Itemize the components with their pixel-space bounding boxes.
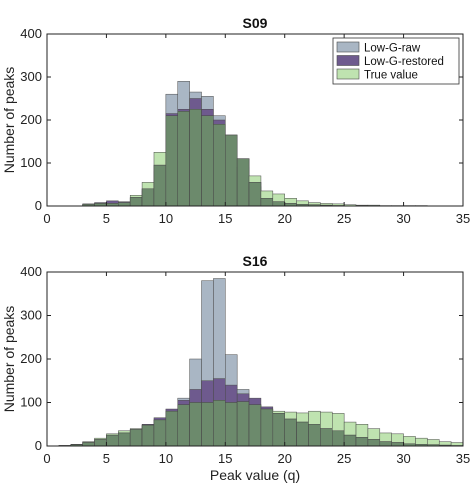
legend-swatch (336, 68, 360, 80)
x-tick-label: 30 (396, 211, 410, 226)
x-tick-label: 30 (396, 451, 410, 466)
overlap-bar (153, 419, 167, 447)
histogram-panel-2: 0 5 10 15 20 25 30 35 0 100 200 300 400 S16 Number of … (1, 253, 470, 483)
legend-swatch (336, 55, 360, 66)
x-tick-label: 5 (103, 211, 110, 226)
overlap-bar (236, 158, 250, 207)
overlap-bar (332, 430, 345, 447)
y-tick-label: 0 (35, 438, 42, 453)
overlap-bar (94, 439, 107, 447)
x-tick-label: 10 (159, 211, 173, 226)
histogram-panel-1: 0 5 10 15 20 25 30 35 0 100 200 300 400 S09 Number of … (1, 15, 470, 226)
overlap-bar (320, 428, 333, 447)
overlap-bar (272, 413, 285, 447)
y-tick-label: 200 (20, 351, 42, 366)
overlap-bar (153, 164, 167, 207)
overlap-bar (118, 202, 131, 207)
overlap-bar (118, 432, 131, 447)
x-tick-label: 35 (456, 451, 470, 466)
x-axis-label: Peak value (q) (210, 467, 300, 483)
overlap-bar (165, 115, 178, 207)
x-tick-label: 25 (337, 211, 351, 226)
overlap-bar (106, 434, 119, 447)
overlap-bar (308, 424, 321, 447)
x-tick-label: 20 (277, 211, 291, 226)
overlap-bar (284, 418, 297, 447)
overlap-bar (248, 404, 262, 447)
overlap-bar (141, 188, 155, 207)
x-tick-label: 35 (456, 211, 470, 226)
overlap-bar (391, 442, 404, 447)
x-tick-label: 5 (103, 451, 110, 466)
overlap-bar (343, 434, 357, 447)
overlap-bar (201, 115, 214, 207)
overlap-bar (213, 124, 226, 207)
legend-label: Low-G-raw (364, 43, 421, 55)
overlap-bar (129, 197, 143, 207)
overlap-bar (165, 410, 178, 447)
y-axis-label: Number of peaks (1, 306, 17, 413)
overlap-bar (201, 402, 214, 447)
x-tick-label: 0 (43, 211, 50, 226)
y-tick-label: 400 (20, 26, 42, 41)
overlap-bar (248, 182, 262, 207)
chart-title: S09 (243, 15, 268, 31)
overlap-bar (129, 429, 143, 447)
overlap-bar (189, 402, 202, 447)
chart-title: S16 (243, 253, 268, 269)
x-tick-label: 0 (43, 451, 50, 466)
legend-label: True value (364, 70, 418, 82)
x-tick-label: 25 (337, 451, 351, 466)
overlap-bar (225, 402, 238, 447)
y-tick-label: 300 (20, 69, 42, 84)
overlap-bar (260, 408, 274, 447)
y-tick-label: 100 (20, 395, 42, 410)
overlap-bar (379, 441, 392, 447)
overlap-bar (189, 109, 202, 207)
overlap-bar (213, 400, 226, 447)
legend-swatch (336, 41, 360, 53)
x-tick-label: 10 (159, 451, 173, 466)
overlap-bar (141, 424, 155, 447)
y-tick-label: 300 (20, 308, 42, 323)
overlap-bar (82, 442, 95, 447)
overlap-bar (225, 134, 238, 207)
y-tick-label: 100 (20, 155, 42, 170)
overlap-bar (296, 421, 309, 447)
y-tick-label: 200 (20, 112, 42, 127)
y-tick-label: 400 (20, 264, 42, 279)
x-tick-label: 15 (218, 211, 232, 226)
y-axis-label: Number of peaks (1, 67, 17, 174)
overlap-bar (177, 111, 190, 207)
overlap-bar (355, 437, 369, 447)
overlap-bar (236, 401, 250, 447)
overlap-bar (260, 198, 274, 207)
legend-label: Low-G-restored (364, 56, 444, 68)
x-tick-label: 20 (277, 451, 291, 466)
overlap-bar (272, 201, 285, 207)
y-tick-label: 0 (35, 198, 42, 213)
overlap-bar (177, 404, 190, 447)
x-tick-label: 15 (218, 451, 232, 466)
overlap-bar (367, 439, 381, 447)
